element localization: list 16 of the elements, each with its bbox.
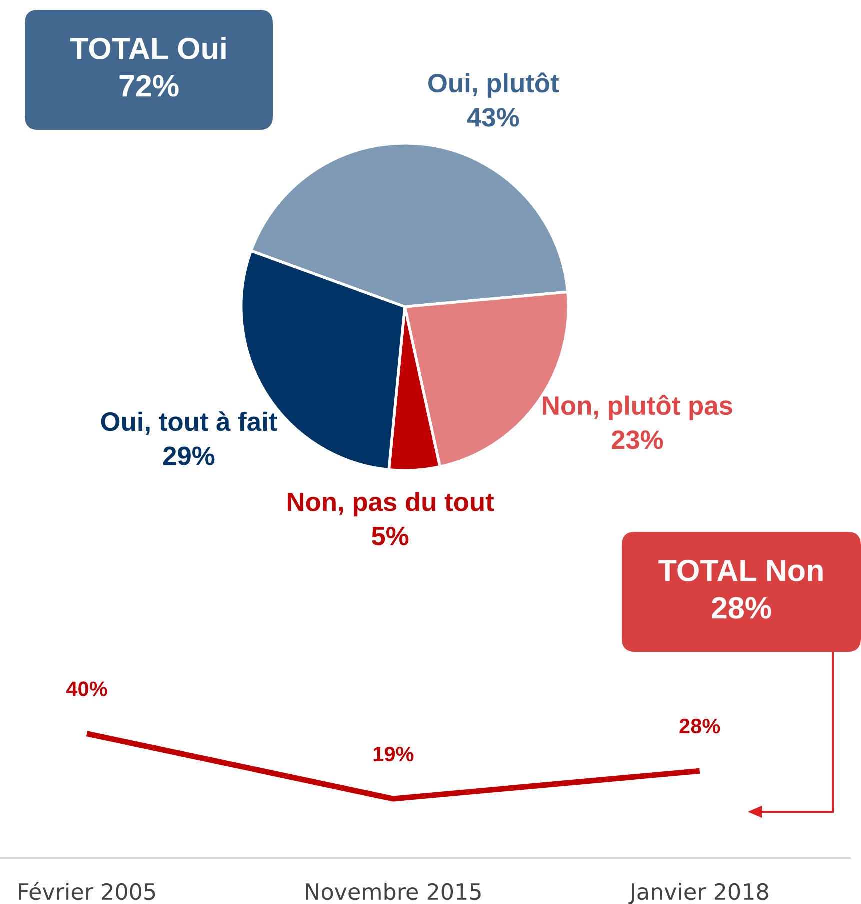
x-tick-label: Janvier 2018 [628,883,768,904]
data-label: 19% [374,746,414,762]
data-label: 40% [66,682,108,696]
data-label: 43% [467,108,520,127]
slice-label: Non, pas du tout [288,492,494,517]
data-label: 29% [163,446,215,466]
slice-label: Oui, plutôt [428,72,560,98]
text: TOTAL Non 28% [658,560,823,619]
data-label: 28% [680,718,720,734]
slice-label: Oui, tout à fait [101,412,278,436]
x-tick-label: Février 2005 [19,882,156,900]
data-label: 5% [372,526,409,546]
slice-label: Non, plutôt pas [543,395,732,420]
x-tick-label: Novembre 2015 [306,883,481,900]
text: TOTAL Oui 72% [70,37,226,97]
data-label: 23% [612,430,664,450]
